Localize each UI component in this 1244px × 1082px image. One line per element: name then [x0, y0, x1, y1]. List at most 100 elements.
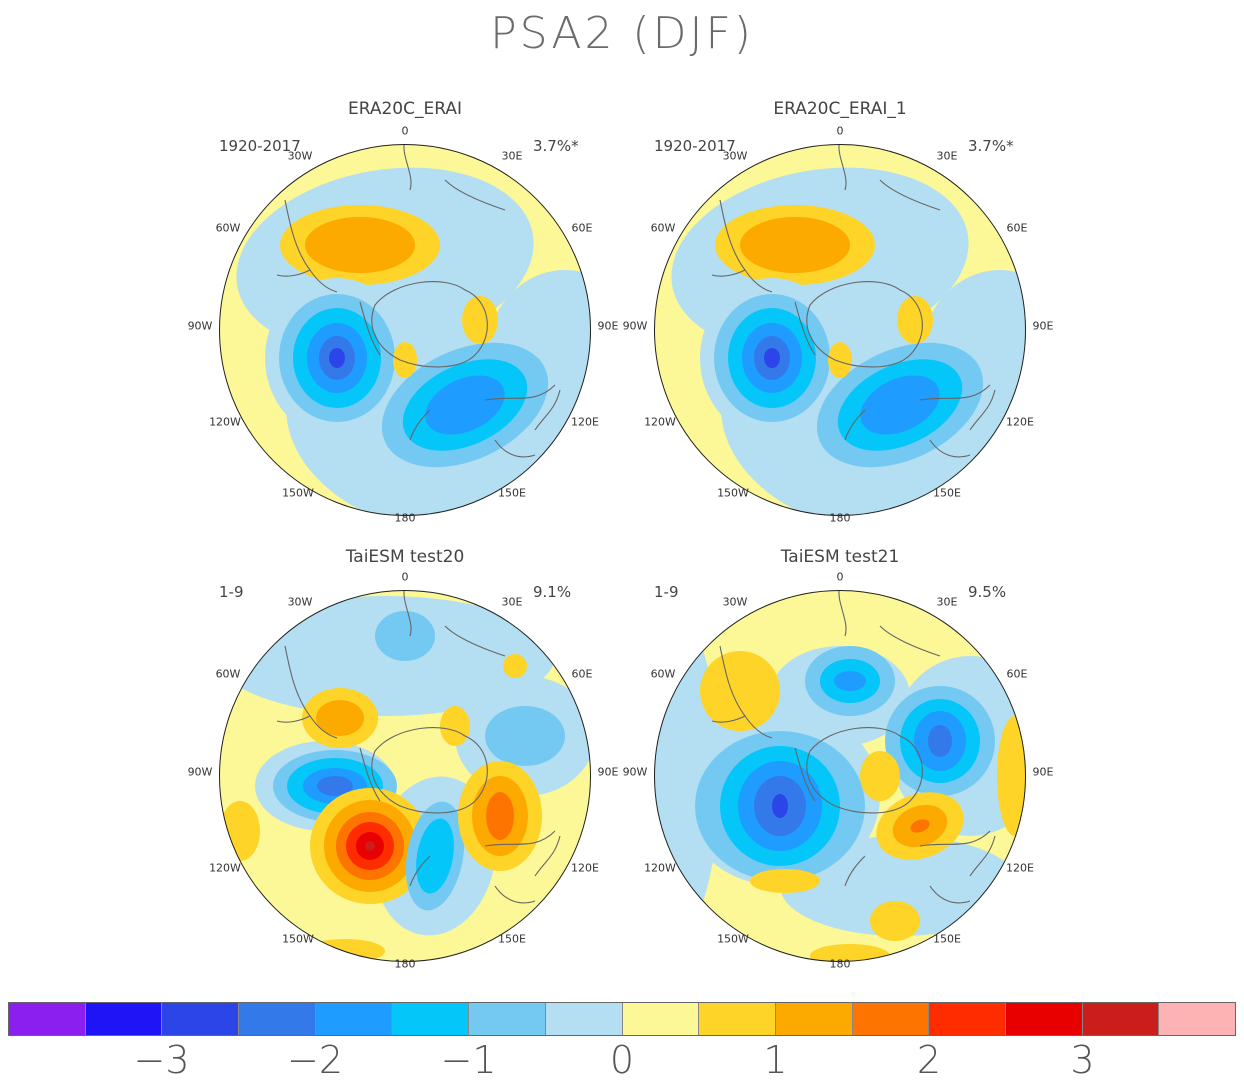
- panel-variance: 3.7%*: [533, 137, 579, 155]
- contour-region: [329, 348, 345, 368]
- coastline: [844, 409, 866, 441]
- coastline: [806, 281, 923, 368]
- longitude-label: 0: [836, 124, 844, 138]
- longitude-label: 90W: [187, 319, 213, 333]
- longitude-label: 150W: [717, 932, 749, 946]
- contour-region: [910, 819, 930, 833]
- contour-region: [219, 596, 555, 716]
- panel-period: 1920-2017: [654, 137, 736, 155]
- contour-region: [316, 700, 364, 736]
- longitude-label: 90E: [1032, 765, 1054, 779]
- longitude-label: 180: [394, 511, 416, 525]
- longitude-label: 150E: [933, 486, 961, 500]
- contour-region: [897, 296, 933, 344]
- map-border: [219, 144, 591, 516]
- contour-region: [425, 375, 505, 435]
- colorbar-tick-label: 1: [763, 1038, 788, 1082]
- contour-region: [870, 901, 920, 941]
- contour-region: [810, 944, 890, 962]
- colorbar-segment: [9, 1003, 86, 1035]
- contour-region: [750, 869, 820, 893]
- longitude-label: 150W: [282, 486, 314, 500]
- colorbar-segment: [775, 1003, 853, 1035]
- colorbar-tick-label: −1: [440, 1038, 497, 1082]
- polar-map: [654, 590, 1026, 962]
- contour-region: [780, 836, 1020, 936]
- coastline: [409, 855, 431, 887]
- colorbar-segment: [1082, 1003, 1160, 1035]
- coastline: [276, 715, 311, 723]
- longitude-label: 60W: [215, 667, 241, 681]
- panel-period: 1-9: [654, 583, 679, 601]
- contour-region: [772, 794, 788, 818]
- longitude-label: 30E: [501, 149, 523, 163]
- colorbar-tick-label: 3: [1070, 1038, 1095, 1082]
- coastline: [484, 384, 561, 431]
- colorbar-segment: [545, 1003, 623, 1035]
- coastline: [794, 301, 816, 356]
- colorbar: [8, 1002, 1236, 1036]
- longitude-label: 120E: [571, 861, 599, 875]
- longitude-label: 90E: [1032, 319, 1054, 333]
- longitude-label: 90E: [597, 319, 619, 333]
- panel-period: 1920-2017: [219, 137, 301, 155]
- longitude-label: 90W: [187, 765, 213, 779]
- panel-variance: 3.7%*: [968, 137, 1014, 155]
- coastline: [806, 727, 923, 814]
- contour-region: [416, 818, 454, 894]
- longitude-label: 30W: [287, 149, 313, 163]
- contour-region: [828, 342, 852, 378]
- longitude-label: 90E: [597, 765, 619, 779]
- coastline: [838, 144, 941, 211]
- longitude-label: 120E: [571, 415, 599, 429]
- longitude-label: 30W: [722, 149, 748, 163]
- longitude-label: 150W: [717, 486, 749, 500]
- contour-region: [440, 706, 470, 746]
- longitude-label: 120E: [1006, 415, 1034, 429]
- panel-variance: 9.1%: [533, 583, 572, 601]
- contour-region: [997, 716, 1026, 836]
- coastline: [838, 590, 941, 657]
- colorbar-segment: [85, 1003, 163, 1035]
- longitude-label: 150W: [282, 932, 314, 946]
- colorbar-segment: [699, 1003, 776, 1035]
- panel-title: ERA20C_ERAI: [347, 99, 462, 119]
- contour-region: [928, 725, 952, 757]
- coastline: [359, 747, 381, 802]
- coastline: [409, 409, 431, 441]
- contour-region: [740, 217, 850, 273]
- longitude-label: 30E: [936, 595, 958, 609]
- longitude-label: 0: [401, 570, 409, 584]
- colorbar-segment: [1159, 1003, 1235, 1035]
- coastline: [844, 855, 866, 887]
- contour-region: [654, 596, 720, 956]
- coastline: [494, 885, 536, 904]
- longitude-label: 30W: [722, 595, 748, 609]
- contour-region: [365, 841, 375, 851]
- coastline: [403, 144, 506, 211]
- contour-region: [393, 342, 417, 378]
- coastline: [711, 269, 746, 277]
- colorbar-tick-label: 2: [916, 1038, 942, 1082]
- longitude-label: 120W: [644, 415, 676, 429]
- coastline: [359, 301, 381, 356]
- colorbar-segment: [929, 1003, 1006, 1035]
- longitude-label: 60E: [1006, 667, 1028, 681]
- longitude-label: 150E: [933, 932, 961, 946]
- figure-title: PSA2 (DJF): [490, 8, 754, 59]
- coastline: [794, 747, 816, 802]
- contour-region: [860, 751, 900, 801]
- contour-region: [220, 801, 260, 861]
- longitude-label: 180: [829, 957, 851, 971]
- colorbar-segment: [622, 1003, 700, 1035]
- longitude-label: 120W: [644, 861, 676, 875]
- contour-region: [834, 671, 866, 691]
- longitude-label: 180: [829, 511, 851, 525]
- longitude-label: 0: [836, 570, 844, 584]
- colorbar-segment: [1005, 1003, 1083, 1035]
- panel-variance: 9.5%: [968, 583, 1007, 601]
- longitude-label: 150E: [498, 486, 526, 500]
- coastline: [403, 590, 506, 657]
- longitude-label: 120W: [209, 415, 241, 429]
- contour-region: [654, 681, 660, 711]
